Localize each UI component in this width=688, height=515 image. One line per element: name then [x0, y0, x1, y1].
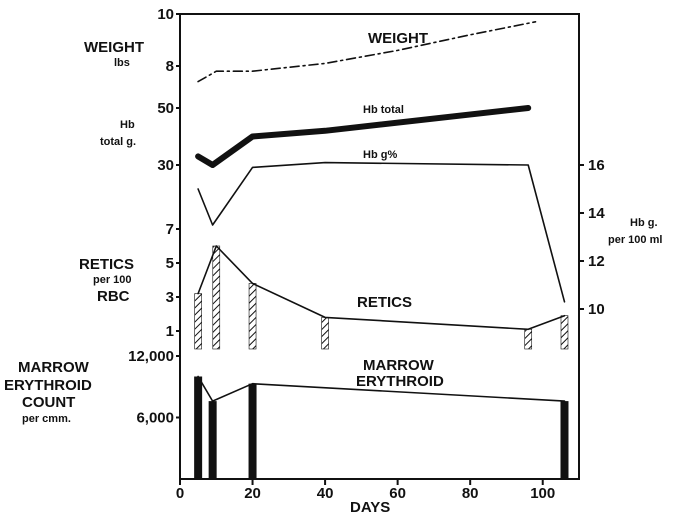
retics-tick-5-label: 5 [166, 255, 174, 272]
hb-pct-series-label: Hb g% [363, 149, 397, 161]
retics-series-line [197, 245, 566, 331]
retics-bar-day-40 [321, 317, 329, 350]
marrow-axis-label: MARROW [18, 359, 90, 376]
x-axis-label: DAYS [350, 499, 390, 515]
x-tick-40-label: 40 [317, 485, 334, 502]
hb-total-axis-label: Hb [120, 119, 135, 131]
hb-pct-tick-16-label: 16 [588, 157, 605, 174]
marrow-axis-label2: ERYTHROID [4, 377, 92, 394]
hb-pct-tick-12-label: 12 [588, 253, 605, 270]
marrow-bar-day-5 [194, 376, 203, 479]
marrow-axis-unit: per cmm. [22, 413, 71, 425]
retics-tick-7-label: 7 [166, 221, 174, 238]
weight-tick-10-label: 10 [157, 6, 174, 23]
retics-bar-day-96 [524, 328, 533, 350]
x-tick-80-label: 80 [462, 485, 479, 502]
marrow-bar-day-20 [248, 383, 257, 479]
marrow-bar-day-106 [560, 401, 569, 479]
x-tick-60-label: 60 [389, 485, 406, 502]
hb-pct-tick-14-label: 14 [588, 205, 605, 222]
x-tick-100-label: 100 [530, 485, 555, 502]
retics-bar-day-106 [560, 315, 569, 350]
retics-axis-unit2: RBC [97, 288, 130, 305]
hb-pct-right-axis-label: Hb g. [630, 217, 658, 229]
retics-series-label: RETICS [357, 294, 412, 311]
hb-pct-tick-10-label: 10 [588, 301, 605, 318]
weight-tick-8-label: 8 [166, 58, 174, 75]
hb-total-series-line [195, 105, 532, 168]
retics-tick-3-label: 3 [166, 289, 174, 306]
retics-tick-1-label: 1 [166, 323, 174, 340]
x-tick-0-label: 0 [176, 485, 184, 502]
hb-total-tick-30-label: 30 [157, 157, 174, 174]
retics-axis-unit: per 100 [93, 274, 132, 286]
marrow-series-label: MARROW [363, 357, 435, 374]
marrow-series-label2: ERYTHROID [356, 373, 444, 390]
hb-pct-series-line [197, 161, 566, 303]
weight-axis-unit: lbs [114, 57, 130, 69]
hb-pct-right-axis-unit: per 100 ml [608, 234, 662, 246]
weight-series-label: WEIGHT [368, 30, 428, 47]
retics-bar-day-5 [194, 293, 202, 350]
weight-axis-label: WEIGHT [84, 39, 144, 56]
x-tick-20-label: 20 [244, 485, 261, 502]
marrow-tick-6000-label: 6,000 [136, 410, 174, 427]
hb-total-series-label: Hb total [363, 104, 404, 116]
plot-frame [179, 13, 580, 480]
weight-series-line [197, 20, 537, 83]
hb-total-axis-unit: total g. [100, 136, 136, 148]
hb-total-tick-50-label: 50 [157, 100, 174, 117]
retics-axis-label: RETICS [79, 256, 134, 273]
marrow-tick-12000-label: 12,000 [128, 348, 174, 365]
marrow-series-line [197, 375, 566, 402]
retics-bar-day-20 [248, 283, 257, 350]
marrow-bar-day-9 [208, 401, 217, 479]
retics-bar-day-10 [212, 245, 221, 350]
marrow-axis-label3: COUNT [22, 394, 75, 411]
